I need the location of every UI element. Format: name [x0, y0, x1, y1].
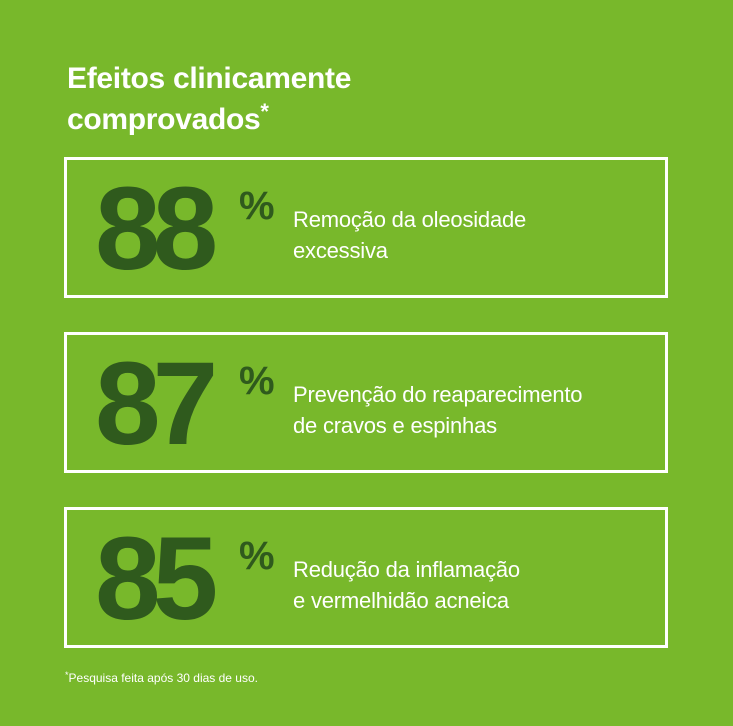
stat-card-oleosity: 88 % Remoção da oleosidade excessiva: [64, 157, 668, 298]
stat-description-line-2: e vermelhidão acneica: [293, 588, 509, 613]
stat-description: Remoção da oleosidade excessiva: [293, 204, 526, 266]
stat-description: Redução da inflamação e vermelhidão acne…: [293, 554, 520, 616]
stat-value: 88: [95, 163, 218, 295]
footnote: *Pesquisa feita após 30 dias de uso.: [65, 670, 258, 685]
stat-description-line-1: Remoção da oleosidade: [293, 207, 527, 232]
stat-percent-sign: %: [239, 534, 275, 578]
stat-card-inflammation: 85 % Redução da inflamação e vermelhidão…: [64, 507, 668, 648]
stat-percent-sign: %: [239, 359, 275, 403]
stat-description-line-1: Prevenção do reaparecimento: [293, 382, 583, 407]
title-asterisk: *: [260, 99, 269, 124]
stat-description-line-2: excessiva: [293, 238, 388, 263]
stat-value: 87: [95, 338, 218, 470]
title-line-2: comprovados*: [67, 95, 351, 136]
footnote-asterisk: *: [65, 670, 69, 680]
stat-description-line-2: de cravos e espinhas: [293, 413, 497, 438]
page-title: Efeitos clinicamente comprovados*: [67, 62, 351, 136]
title-line-1: Efeitos clinicamente: [67, 62, 352, 95]
stat-value: 85: [95, 513, 218, 645]
stat-percent-sign: %: [239, 184, 275, 228]
title-line-2-text: comprovados: [67, 103, 261, 136]
stat-card-blackheads: 87 % Prevenção do reaparecimento de crav…: [64, 332, 668, 473]
footnote-text: Pesquisa feita após 30 dias de uso.: [68, 671, 258, 685]
stat-description-line-1: Redução da inflamação: [293, 557, 520, 582]
stat-description: Prevenção do reaparecimento de cravos e …: [293, 379, 583, 441]
